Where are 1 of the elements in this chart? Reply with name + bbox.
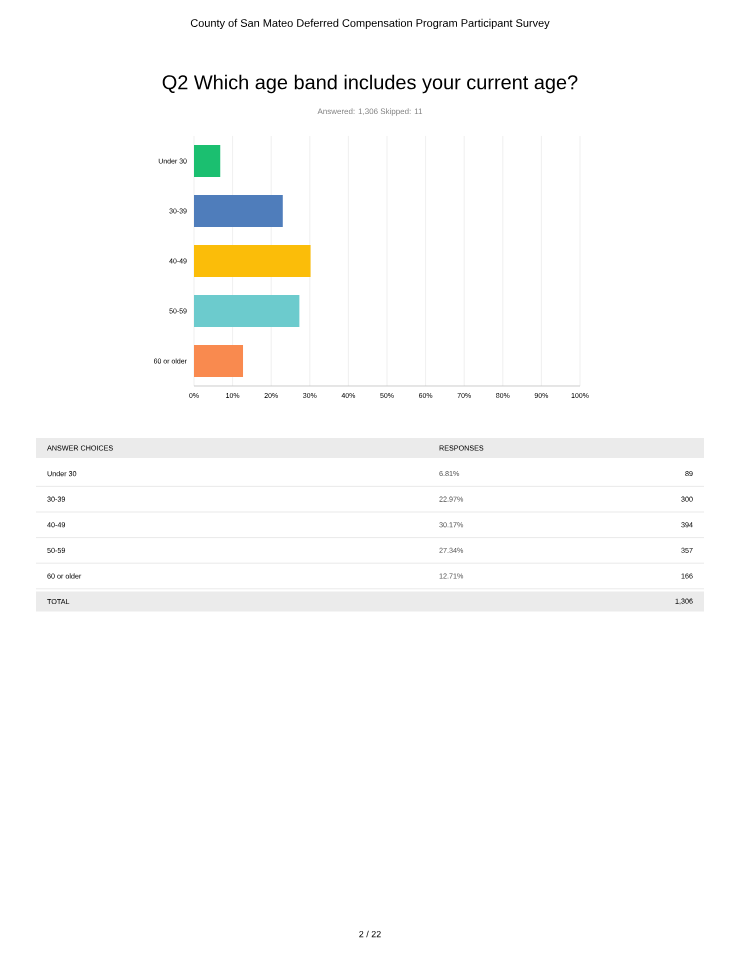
chart-title: Q2 Which age band includes your current age? bbox=[162, 74, 578, 94]
